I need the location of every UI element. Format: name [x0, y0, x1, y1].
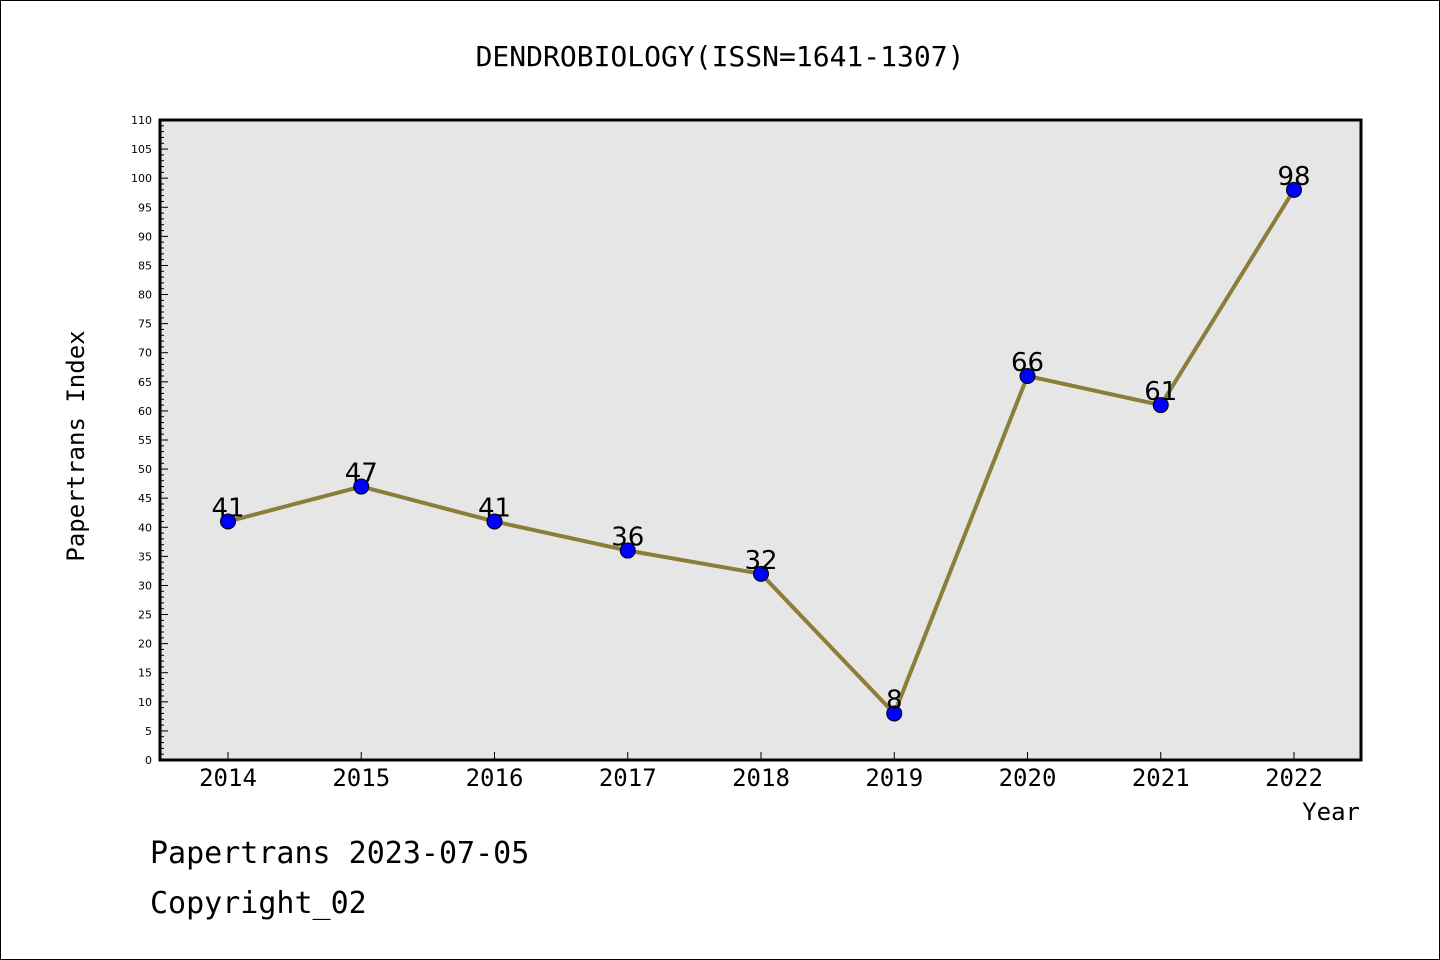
- x-tick-label: 2021: [1132, 764, 1190, 792]
- y-tick-label: 15: [138, 667, 152, 680]
- y-tick-label: 0: [145, 754, 152, 767]
- data-label: 36: [611, 523, 644, 553]
- x-tick-label: 2017: [599, 764, 657, 792]
- x-axis-label: Year: [1302, 798, 1360, 826]
- x-tick-label: 2020: [999, 764, 1057, 792]
- data-point: [486, 513, 503, 530]
- data-label: 66: [1011, 348, 1044, 378]
- y-tick-label: 65: [138, 376, 152, 389]
- plot-area: [160, 120, 1361, 760]
- y-tick-label: 105: [131, 143, 152, 156]
- data-point: [1019, 368, 1036, 384]
- x-tick-label: 2014: [199, 764, 257, 792]
- x-tick-label: 2016: [466, 764, 524, 792]
- data-point: [753, 565, 769, 582]
- footer-copyright: Copyright_02: [150, 886, 367, 921]
- x-tick-label: 2018: [732, 764, 790, 792]
- y-tick-label: 5: [145, 725, 152, 738]
- x-tick-label: 2015: [332, 764, 390, 792]
- data-label: 61: [1144, 377, 1177, 407]
- y-tick-label: 30: [138, 579, 152, 592]
- data-label: 41: [211, 493, 244, 523]
- y-tick-label: 90: [138, 230, 152, 243]
- data-label: 32: [744, 546, 777, 576]
- x-tick-label: 2019: [865, 764, 923, 792]
- y-tick-label: 100: [131, 172, 152, 185]
- y-tick-label: 20: [138, 638, 152, 651]
- y-tick-label: 80: [138, 289, 152, 302]
- chart-title: DENDROBIOLOGY(ISSN=1641-1307): [476, 40, 965, 73]
- data-point: [886, 705, 903, 722]
- y-tick-label: 10: [138, 696, 152, 709]
- y-tick-label: 85: [138, 259, 152, 272]
- y-tick-label: 95: [138, 201, 152, 214]
- data-label: 98: [1277, 162, 1310, 192]
- data-point: [1286, 181, 1302, 198]
- y-tick-label: 40: [138, 521, 152, 534]
- y-tick-label: 75: [138, 318, 152, 331]
- data-point: [619, 542, 636, 559]
- data-label: 47: [345, 459, 378, 489]
- y-tick-label: 70: [138, 347, 152, 360]
- y-tick-label: 55: [138, 434, 152, 447]
- plot-border: [158, 118, 1363, 762]
- data-point: [353, 478, 370, 495]
- y-tick-label: 110: [131, 114, 152, 127]
- x-tick-label: 2022: [1265, 764, 1323, 792]
- data-point: [220, 513, 236, 530]
- y-tick-label: 35: [138, 550, 152, 563]
- y-axis-label: Papertrans Index: [62, 330, 90, 561]
- y-tick-label: 50: [138, 463, 152, 476]
- data-label: 41: [478, 493, 511, 523]
- y-tick-label: 45: [138, 492, 152, 505]
- y-tick-label: 60: [138, 405, 152, 418]
- data-point: [1152, 397, 1169, 414]
- footer-date: Papertrans 2023-07-05: [150, 836, 530, 871]
- y-tick-label: 25: [138, 609, 152, 622]
- data-label: 8: [886, 685, 903, 715]
